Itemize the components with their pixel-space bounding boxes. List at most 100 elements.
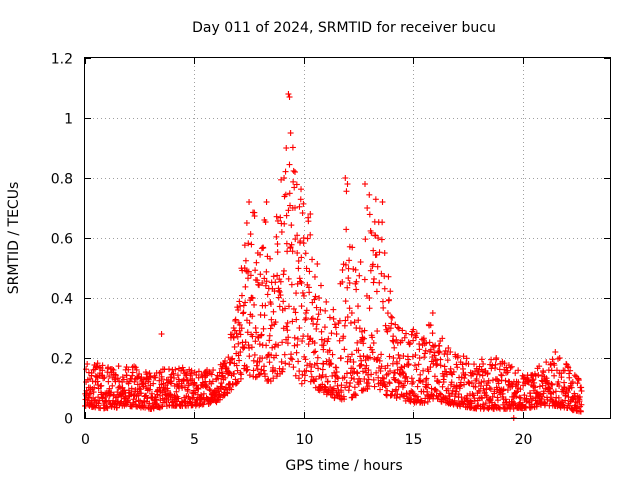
data-point: [350, 365, 357, 372]
data-point: [384, 310, 391, 317]
plot-frame: [84, 57, 611, 419]
data-point: [343, 188, 350, 195]
data-point: [117, 399, 124, 406]
data-point: [322, 373, 329, 380]
data-point: [110, 367, 117, 373]
data-point: [247, 272, 254, 279]
data-point: [129, 369, 136, 376]
data-point: [375, 235, 382, 241]
data-point: [296, 325, 303, 331]
data-point: [274, 249, 281, 256]
data-point: [308, 316, 315, 323]
data-point: [195, 374, 202, 381]
data-point: [90, 403, 97, 410]
data-point: [314, 260, 321, 267]
data-point: [351, 384, 358, 391]
data-point: [358, 328, 365, 335]
data-point: [405, 361, 412, 367]
data-point: [293, 316, 300, 323]
y-tick-label: 0.6: [51, 232, 73, 248]
data-point: [410, 379, 417, 385]
data-point: [125, 397, 132, 404]
data-point: [84, 361, 91, 367]
data-point: [413, 330, 420, 337]
data-point: [250, 357, 257, 364]
data-point: [449, 387, 456, 394]
data-point: [552, 388, 559, 395]
data-point: [219, 370, 226, 377]
data-point: [565, 394, 572, 400]
data-point: [343, 226, 350, 233]
data-point: [454, 364, 461, 371]
data-point: [348, 351, 355, 358]
data-point: [441, 363, 448, 370]
data-point: [381, 250, 388, 256]
data-point: [218, 380, 225, 387]
y-tick-label: 0.4: [51, 292, 73, 308]
data-point: [450, 368, 457, 375]
data-point: [132, 364, 139, 371]
data-point: [355, 347, 362, 354]
data-point: [269, 344, 276, 351]
data-point: [261, 217, 268, 223]
data-point: [346, 383, 353, 390]
data-point: [373, 288, 380, 295]
data-point: [355, 303, 361, 310]
data-point: [519, 372, 526, 379]
data-point: [420, 335, 427, 342]
data-point: [373, 369, 380, 376]
y-tick-label: 1.2: [51, 52, 73, 68]
data-point: [364, 380, 371, 387]
data-point: [230, 381, 237, 388]
data-point: [302, 250, 309, 257]
data-point: [306, 268, 313, 275]
data-point: [230, 334, 237, 341]
data-point: [504, 369, 511, 376]
data-point: [493, 355, 500, 361]
data-point: [367, 354, 374, 361]
data-point: [515, 379, 522, 386]
data-point: [378, 236, 385, 243]
data-point: [528, 382, 535, 388]
data-point: [262, 373, 269, 380]
data-point: [297, 278, 304, 285]
data-point: [279, 339, 286, 346]
data-point: [270, 375, 277, 382]
data-point: [315, 365, 322, 372]
data-point: [346, 257, 353, 264]
data-point: [386, 325, 393, 331]
data-point: [297, 196, 304, 203]
data-point: [380, 375, 387, 382]
data-point: [188, 367, 195, 374]
data-point: [158, 331, 165, 337]
data-point: [283, 145, 290, 151]
data-point: [238, 371, 245, 378]
data-point: [569, 379, 576, 385]
data-point: [256, 341, 263, 348]
data-point: [282, 168, 289, 175]
data-point: [365, 367, 372, 374]
data-point: [361, 335, 368, 342]
data-point: [295, 358, 302, 365]
data-point: [242, 339, 249, 346]
data-point: [164, 387, 171, 394]
data-point: [127, 391, 134, 397]
data-point: [275, 287, 282, 294]
data-point: [320, 361, 327, 367]
data-point: [332, 324, 339, 331]
data-point: [289, 144, 296, 151]
data-point: [344, 284, 351, 291]
data-point: [330, 385, 337, 392]
data-point: [132, 376, 139, 382]
data-point: [492, 361, 499, 368]
data-point: [368, 229, 375, 236]
data-point: [419, 378, 426, 385]
data-point: [498, 372, 505, 379]
data-point: [370, 247, 377, 254]
data-point: [391, 344, 398, 351]
data-point: [473, 376, 480, 382]
data-point: [342, 261, 349, 268]
data-point: [152, 394, 158, 400]
data-point: [296, 275, 303, 282]
data-point: [549, 356, 556, 363]
